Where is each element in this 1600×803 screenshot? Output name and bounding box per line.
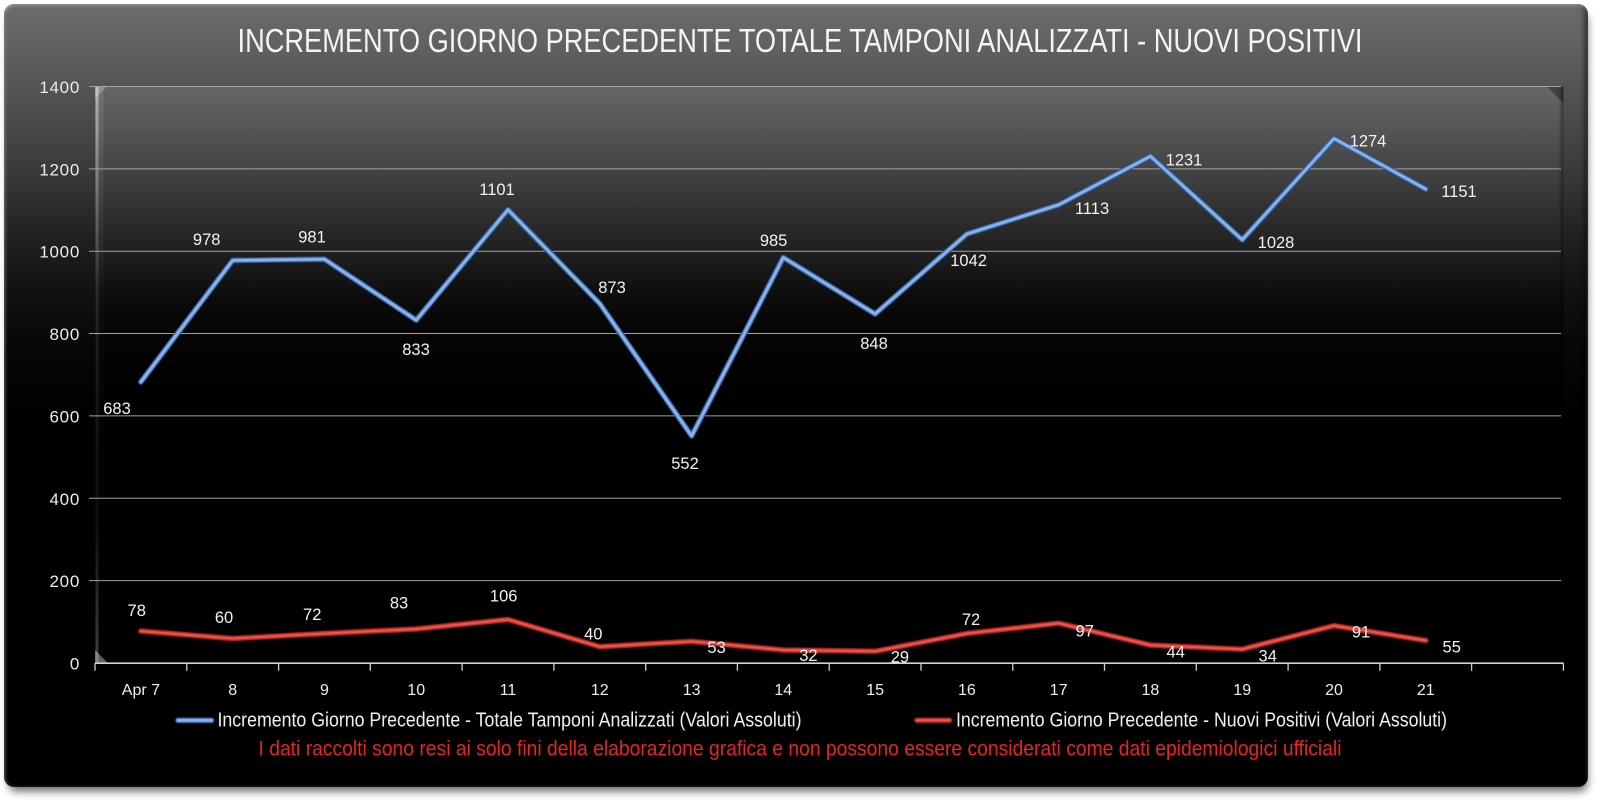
svg-text:1231: 1231 (1166, 152, 1203, 170)
svg-text:17: 17 (1050, 682, 1068, 699)
svg-text:12: 12 (591, 682, 609, 699)
svg-text:Apr 7: Apr 7 (122, 682, 160, 699)
svg-text:985: 985 (760, 232, 788, 250)
svg-text:200: 200 (50, 572, 80, 591)
svg-text:981: 981 (298, 229, 326, 247)
svg-text:15: 15 (866, 682, 884, 699)
svg-text:1113: 1113 (1075, 200, 1109, 218)
svg-text:1042: 1042 (950, 252, 987, 270)
svg-text:873: 873 (598, 279, 626, 297)
svg-text:Incremento Giorno Precedente -: Incremento Giorno Precedente - Nuovi Pos… (956, 710, 1447, 732)
svg-text:10: 10 (407, 682, 425, 699)
svg-text:29: 29 (891, 649, 909, 667)
svg-text:Incremento Giorno Precedente -: Incremento Giorno Precedente - Totale Ta… (218, 710, 802, 732)
svg-text:14: 14 (774, 682, 792, 699)
svg-text:INCREMENTO GIORNO PRECEDENTE T: INCREMENTO GIORNO PRECEDENTE TOTALE TAMP… (238, 22, 1363, 59)
svg-text:1101: 1101 (479, 181, 514, 199)
svg-text:106: 106 (490, 588, 518, 606)
svg-text:978: 978 (193, 231, 221, 249)
svg-text:552: 552 (671, 455, 699, 473)
svg-text:1200: 1200 (39, 160, 80, 179)
svg-text:97: 97 (1076, 623, 1094, 641)
svg-text:848: 848 (860, 335, 888, 353)
svg-text:72: 72 (962, 611, 980, 629)
svg-text:78: 78 (128, 602, 146, 620)
svg-text:40: 40 (584, 626, 602, 644)
svg-text:44: 44 (1167, 644, 1185, 662)
svg-text:18: 18 (1142, 682, 1160, 699)
svg-text:600: 600 (50, 407, 80, 426)
svg-text:1274: 1274 (1350, 133, 1387, 151)
svg-text:11: 11 (500, 682, 517, 699)
svg-text:91: 91 (1352, 624, 1370, 642)
svg-text:1400: 1400 (39, 78, 80, 97)
svg-text:19: 19 (1233, 682, 1251, 699)
svg-text:72: 72 (303, 606, 321, 624)
svg-text:55: 55 (1443, 638, 1461, 656)
svg-text:800: 800 (50, 325, 80, 344)
svg-text:53: 53 (707, 639, 725, 657)
svg-text:I dati raccolti sono resi ai: I dati raccolti sono resi ai solo fini d… (259, 738, 1342, 761)
svg-text:13: 13 (683, 682, 701, 699)
svg-text:16: 16 (958, 682, 976, 699)
svg-text:0: 0 (70, 655, 80, 674)
svg-text:683: 683 (103, 400, 131, 418)
svg-text:1028: 1028 (1258, 234, 1295, 252)
svg-text:20: 20 (1325, 682, 1343, 699)
svg-text:1000: 1000 (39, 243, 80, 262)
svg-text:9: 9 (320, 682, 329, 699)
svg-text:1151: 1151 (1441, 183, 1476, 201)
svg-text:833: 833 (402, 341, 430, 359)
svg-text:32: 32 (799, 647, 817, 665)
svg-text:60: 60 (215, 609, 233, 627)
svg-text:400: 400 (50, 490, 80, 509)
svg-text:34: 34 (1259, 648, 1277, 666)
svg-text:8: 8 (228, 682, 237, 699)
svg-text:83: 83 (390, 595, 408, 613)
svg-text:21: 21 (1417, 682, 1435, 699)
